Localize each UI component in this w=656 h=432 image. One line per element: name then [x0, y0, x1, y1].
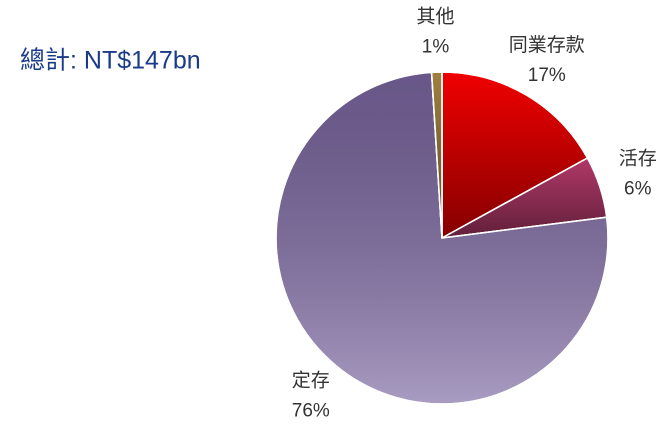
chart-title: 總計: NT$147bn — [20, 47, 201, 75]
slice-name: 活存 — [619, 147, 656, 169]
slice-value-label: 1% — [422, 36, 450, 57]
slice-name: 其他 — [417, 5, 455, 27]
slice-name: 定存 — [292, 370, 330, 392]
slice-value-label: 17% — [528, 65, 566, 86]
slice-value-label: 6% — [624, 178, 652, 199]
slice-name: 同業存款 — [509, 34, 585, 56]
slice-value-label: 76% — [292, 401, 330, 422]
